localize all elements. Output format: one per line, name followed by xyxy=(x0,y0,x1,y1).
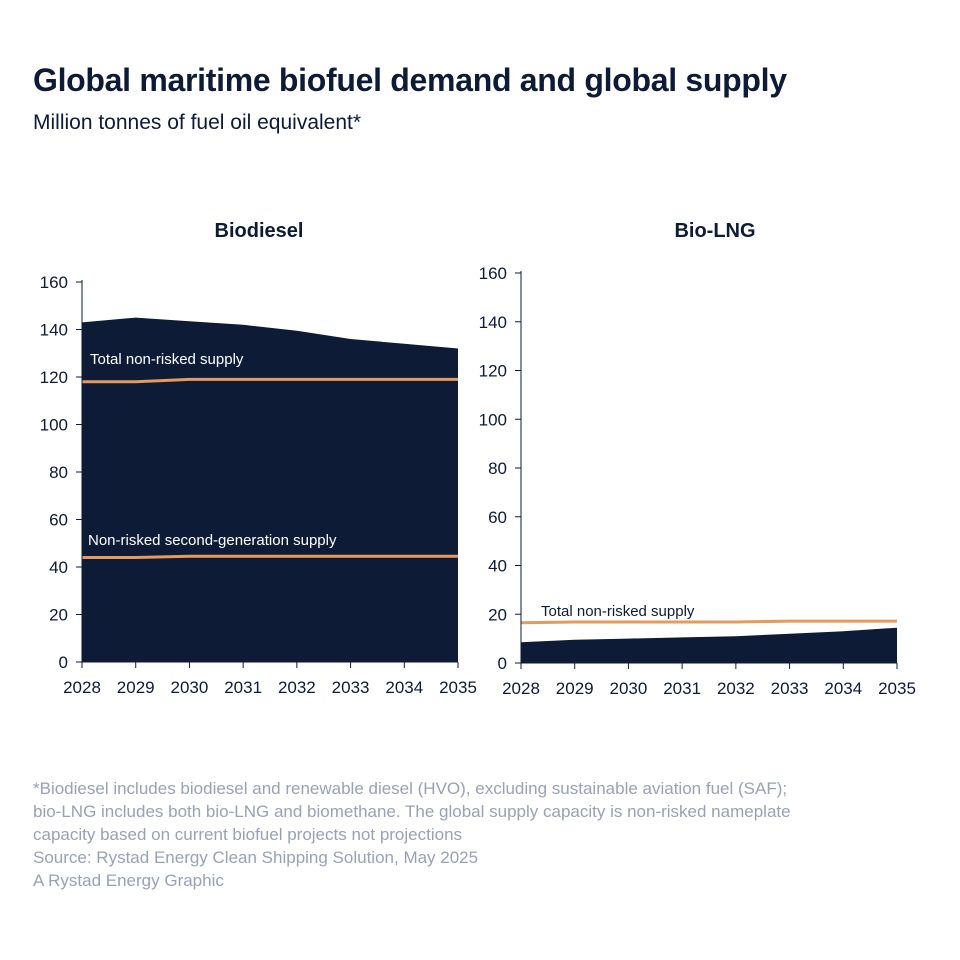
x-tick-label: 2032 xyxy=(717,679,755,698)
y-tick-label: 160 xyxy=(479,264,507,283)
footnote-line: bio-LNG includes both bio-LNG and biomet… xyxy=(33,802,791,821)
y-tick-label: 120 xyxy=(40,368,68,387)
panel-title: Bio-LNG xyxy=(674,220,755,242)
x-tick-label: 2030 xyxy=(610,679,648,698)
x-tick-label: 2030 xyxy=(171,678,209,697)
supply-line xyxy=(82,377,458,384)
x-tick-label: 2032 xyxy=(278,678,316,697)
x-tick-label: 2031 xyxy=(663,679,701,698)
x-tick-label: 2035 xyxy=(878,679,916,698)
footnote-line: capacity based on current biofuel projec… xyxy=(33,825,463,844)
y-tick-label: 40 xyxy=(49,558,68,577)
x-tick-label: 2029 xyxy=(117,678,155,697)
bio-lng-panel: Bio-LNG Total non-risked supply 0 20 40 60 80 1… xyxy=(479,220,916,698)
demand-area xyxy=(521,627,897,663)
x-tick-label: 2033 xyxy=(771,679,809,698)
x-tick-label: 2029 xyxy=(556,679,594,698)
credit-line: A Rystad Energy Graphic xyxy=(33,871,224,890)
x-tick-label: 2035 xyxy=(439,678,477,697)
y-tick-label: 80 xyxy=(49,463,68,482)
supply-line-label: Total non-risked supply xyxy=(541,603,695,620)
y-tick-label: 100 xyxy=(40,416,68,435)
y-tick-label: 160 xyxy=(40,273,68,292)
footnote-line: *Biodiesel includes biodiesel and renewa… xyxy=(33,779,788,798)
panel-title: Biodiesel xyxy=(215,220,304,242)
y-tick-label: 0 xyxy=(498,654,507,673)
x-tick-label: 2028 xyxy=(502,679,540,698)
y-tick-label: 20 xyxy=(488,605,507,624)
supply-line xyxy=(520,619,897,625)
x-tick-label: 2034 xyxy=(824,679,862,698)
x-tick-label: 2028 xyxy=(63,678,101,697)
y-tick-label: 140 xyxy=(40,321,68,340)
y-tick-label: 60 xyxy=(49,511,68,530)
footnote: *Biodiesel includes biodiesel and renewa… xyxy=(33,777,933,892)
chart-subtitle: Million tonnes of fuel oil equivalent* xyxy=(33,111,362,134)
y-tick-label: 40 xyxy=(488,557,507,576)
y-tick-label: 120 xyxy=(479,362,507,381)
y-tick-label: 80 xyxy=(488,459,507,478)
y-tick-label: 100 xyxy=(479,410,507,429)
supply-line-label: Non-risked second-generation supply xyxy=(88,532,337,549)
biodiesel-panel: Biodiesel Total non-risked supply Non-risk… xyxy=(40,220,477,697)
x-tick-label: 2034 xyxy=(385,678,423,697)
chart-title: Global maritime biofuel demand and globa… xyxy=(33,62,787,98)
supply-line-label: Total non-risked supply xyxy=(90,351,244,368)
supply-line xyxy=(82,554,458,559)
demand-area xyxy=(82,317,458,662)
y-tick-label: 20 xyxy=(49,606,68,625)
y-tick-label: 60 xyxy=(488,508,507,527)
x-tick-label: 2033 xyxy=(332,678,370,697)
x-tick-label: 2031 xyxy=(224,678,262,697)
source-line: Source: Rystad Energy Clean Shipping Sol… xyxy=(33,848,479,867)
y-tick-label: 140 xyxy=(479,313,507,332)
y-tick-label: 0 xyxy=(59,653,68,672)
